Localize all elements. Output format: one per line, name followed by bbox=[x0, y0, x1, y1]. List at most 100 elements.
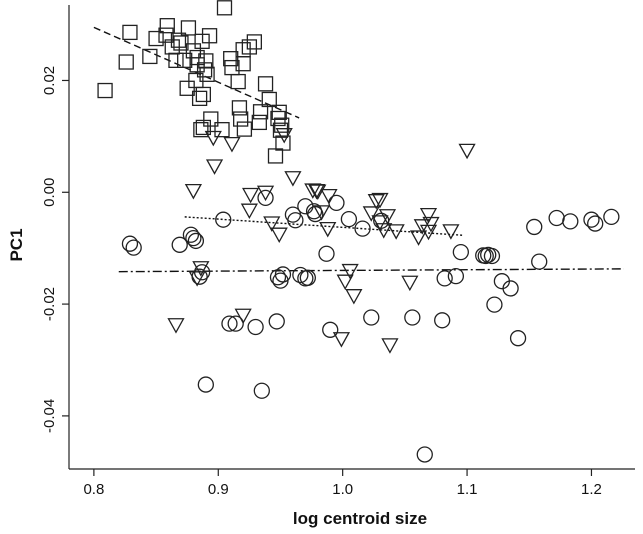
point-circle bbox=[299, 269, 316, 286]
point-square bbox=[274, 117, 290, 133]
point-square bbox=[148, 30, 164, 47]
point-circle bbox=[227, 315, 244, 332]
point-circle bbox=[257, 189, 274, 207]
point-square bbox=[142, 48, 158, 65]
point-circle bbox=[531, 253, 548, 270]
point-square bbox=[188, 72, 204, 89]
y-axis-title: PC1 bbox=[7, 228, 26, 261]
point-triangle bbox=[419, 207, 438, 224]
point-square bbox=[235, 56, 251, 72]
point-triangle bbox=[167, 318, 185, 334]
point-circle bbox=[363, 309, 380, 326]
point-triangle bbox=[242, 187, 260, 204]
point-circle bbox=[187, 232, 205, 250]
point-circle bbox=[247, 318, 264, 336]
point-circle bbox=[447, 267, 465, 285]
point-circle bbox=[452, 243, 469, 261]
point-triangle bbox=[367, 194, 385, 210]
point-circle bbox=[483, 247, 501, 265]
point-square bbox=[180, 20, 197, 36]
x-ticks: 0.8 0.9 1.0 1.1 1.2 bbox=[83, 469, 602, 498]
point-triangle bbox=[263, 216, 281, 232]
point-triangle bbox=[409, 230, 428, 246]
point-triangle bbox=[223, 136, 241, 153]
point-circle bbox=[548, 209, 565, 227]
point-square bbox=[195, 86, 211, 103]
point-triangle bbox=[188, 271, 206, 287]
point-triangle bbox=[184, 183, 203, 200]
point-square bbox=[191, 90, 208, 107]
point-triangle bbox=[270, 227, 288, 244]
x-tick-label: 1.2 bbox=[581, 481, 602, 498]
point-square bbox=[158, 27, 174, 43]
point-square bbox=[275, 135, 291, 151]
point-circle bbox=[221, 315, 238, 332]
point-square bbox=[168, 52, 184, 68]
point-square bbox=[224, 59, 240, 76]
point-circle bbox=[171, 236, 188, 253]
point-circle bbox=[121, 235, 139, 252]
point-square bbox=[246, 34, 262, 50]
point-square bbox=[199, 66, 215, 82]
point-square bbox=[159, 18, 175, 34]
point-triangle bbox=[332, 332, 351, 348]
point-triangle bbox=[378, 209, 397, 225]
point-circle bbox=[502, 280, 519, 297]
y-tick-label: -0.02 bbox=[41, 287, 58, 321]
point-square bbox=[193, 122, 209, 138]
point-triangle bbox=[341, 263, 359, 280]
point-circle bbox=[197, 376, 214, 393]
point-triangle bbox=[240, 203, 258, 220]
point-triangle bbox=[309, 184, 327, 200]
point-triangle bbox=[275, 128, 293, 144]
point-square bbox=[230, 73, 246, 90]
point-square bbox=[261, 91, 277, 108]
point-triangle bbox=[442, 224, 460, 240]
point-triangle bbox=[458, 143, 476, 160]
point-square bbox=[233, 111, 249, 127]
point-circle bbox=[307, 205, 324, 223]
point-triangle bbox=[205, 159, 224, 175]
point-circle bbox=[477, 247, 494, 265]
point-circle bbox=[287, 212, 304, 229]
y-ticks: -0.04 -0.02 0.00 0.02 bbox=[41, 66, 69, 433]
point-circle bbox=[373, 212, 390, 229]
y-tick-label: 0.00 bbox=[41, 178, 58, 207]
axes: 0.8 0.9 1.0 1.1 1.2 -0.04 -0.02 0.00 0.02 bbox=[41, 5, 635, 498]
point-triangle bbox=[284, 171, 302, 187]
point-square bbox=[216, 0, 233, 16]
point-circle bbox=[191, 268, 208, 285]
point-square bbox=[267, 148, 284, 164]
point-triangle bbox=[413, 219, 431, 235]
point-square bbox=[173, 35, 189, 51]
point-square bbox=[251, 114, 267, 131]
point-triangle bbox=[336, 274, 354, 291]
point-square bbox=[177, 52, 193, 68]
point-circle bbox=[486, 296, 503, 313]
point-circle bbox=[340, 210, 358, 228]
point-triangle bbox=[345, 289, 363, 305]
point-triangle bbox=[319, 221, 337, 238]
point-triangle bbox=[401, 275, 419, 292]
point-circle bbox=[185, 229, 202, 247]
x-tick-label: 0.9 bbox=[208, 481, 229, 498]
point-circle bbox=[603, 208, 620, 226]
x-tick-label: 1.0 bbox=[332, 481, 353, 498]
point-square bbox=[203, 111, 219, 127]
point-circle bbox=[253, 382, 270, 399]
point-circle bbox=[274, 266, 292, 283]
point-circle bbox=[587, 215, 604, 232]
point-triangle bbox=[381, 338, 399, 354]
point-square bbox=[272, 122, 289, 138]
point-circle bbox=[354, 220, 371, 237]
x-axis-title: log centroid size bbox=[293, 509, 427, 528]
point-circle bbox=[434, 312, 451, 329]
point-triangle bbox=[375, 223, 393, 239]
point-square bbox=[170, 32, 187, 48]
x-tick-label: 1.1 bbox=[457, 481, 478, 498]
point-square bbox=[257, 76, 274, 92]
data-points bbox=[97, 0, 620, 463]
point-triangle bbox=[234, 308, 252, 325]
point-square bbox=[179, 80, 195, 96]
